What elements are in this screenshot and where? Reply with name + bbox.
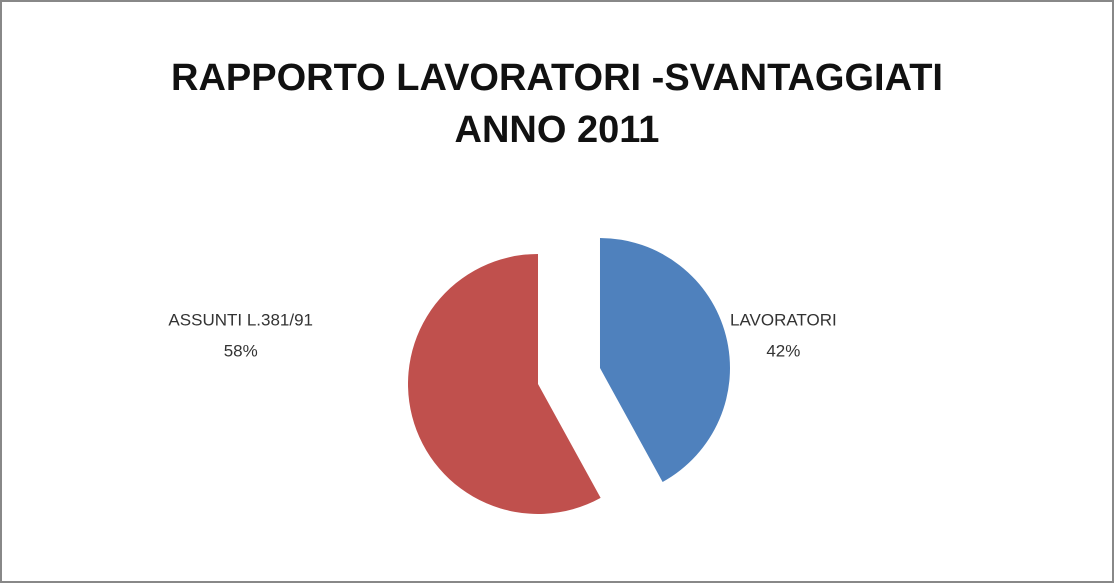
pie-slice [408, 253, 601, 514]
slice-value-label: 58% [224, 341, 258, 360]
pie-slice [599, 238, 730, 482]
chart-title: RAPPORTO LAVORATORI -SVANTAGGIATI [171, 57, 943, 99]
slice-value-label: 42% [766, 341, 800, 360]
chart-title: ANNO 2011 [455, 109, 660, 151]
slice-label: LAVORATORI [730, 310, 837, 329]
slice-label: ASSUNTI L.381/91 [168, 310, 313, 329]
